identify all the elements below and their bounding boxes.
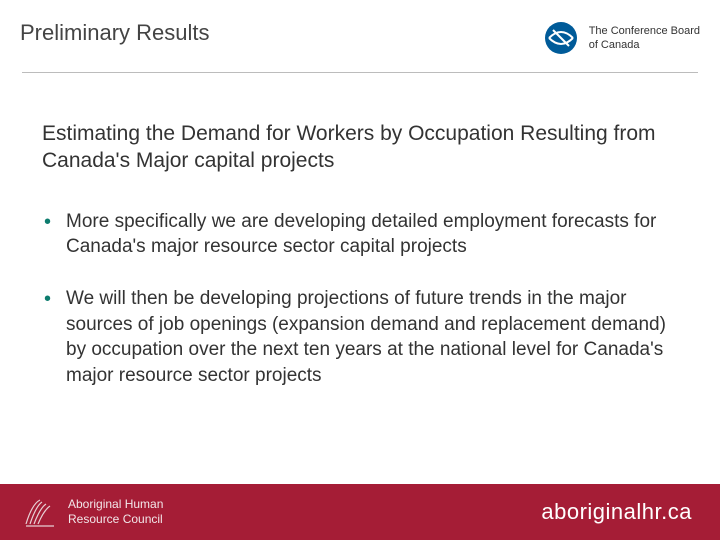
- footer-bar: Aboriginal Human Resource Council aborig…: [0, 484, 720, 540]
- bullet-list: More specifically we are developing deta…: [42, 209, 678, 389]
- list-item: We will then be developing projections o…: [42, 286, 678, 389]
- logo-line-1: The Conference Board: [589, 24, 700, 38]
- conference-board-logo: The Conference Board of Canada: [543, 20, 700, 56]
- ahrc-logo-text: Aboriginal Human Resource Council: [68, 497, 163, 527]
- header-divider: [22, 72, 698, 73]
- subheading: Estimating the Demand for Workers by Occ…: [42, 120, 678, 175]
- footer-logo-line-1: Aboriginal Human: [68, 497, 163, 512]
- feather-icon: [22, 494, 58, 530]
- footer-logo-line-2: Resource Council: [68, 512, 163, 527]
- globe-icon: [543, 20, 579, 56]
- slide: Preliminary Results The Conference Board…: [0, 0, 720, 540]
- ahrc-logo: Aboriginal Human Resource Council: [22, 494, 163, 530]
- list-item: More specifically we are developing deta…: [42, 209, 678, 260]
- page-title: Preliminary Results: [20, 20, 210, 46]
- content: Estimating the Demand for Workers by Occ…: [42, 120, 678, 414]
- footer-url: aboriginalhr.ca: [541, 499, 692, 525]
- conference-board-logo-text: The Conference Board of Canada: [589, 24, 700, 53]
- header: Preliminary Results The Conference Board…: [20, 20, 700, 56]
- logo-line-2: of Canada: [589, 38, 700, 52]
